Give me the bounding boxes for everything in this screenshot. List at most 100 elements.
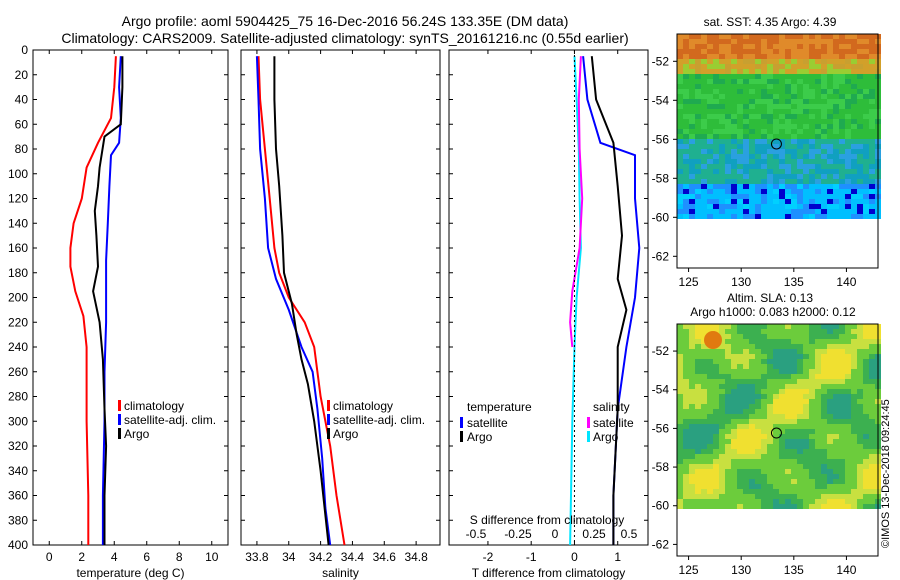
heatmap-cell (839, 414, 845, 419)
heatmap-cell (869, 489, 875, 494)
heatmap-cell (683, 384, 689, 389)
y-tick-label: -58 (652, 460, 670, 474)
heatmap-cell (863, 359, 869, 364)
heatmap-cell (767, 334, 773, 339)
heatmap-cell (725, 404, 731, 409)
heatmap-cell (833, 344, 839, 349)
y-tick-label: 60 (15, 117, 29, 131)
heatmap-cell (797, 384, 803, 389)
series-line-s-satellite (569, 56, 582, 546)
heatmap-cell (695, 459, 701, 464)
heatmap-cell (725, 474, 731, 479)
heatmap-cell (797, 194, 803, 199)
heatmap-cell (815, 89, 821, 94)
heatmap-cell (713, 484, 719, 489)
heatmap-cell (731, 344, 737, 349)
heatmap-cell (725, 174, 731, 179)
heatmap-cell (707, 479, 713, 484)
heatmap-cell (695, 369, 701, 374)
heatmap-cell (869, 89, 875, 94)
heatmap-cell (869, 104, 875, 109)
heatmap-cell (803, 64, 809, 69)
heatmap-cell (701, 79, 707, 84)
heatmap-cell (851, 124, 857, 129)
y-tick-label: 140 (8, 216, 28, 230)
x-tick-label-s: 0 (552, 527, 559, 541)
heatmap-cell (719, 394, 725, 399)
heatmap-cell (797, 184, 803, 189)
heatmap-cell (857, 404, 863, 409)
heatmap-cell (785, 84, 791, 89)
heatmap-cell (749, 394, 755, 399)
heatmap-cell (809, 474, 815, 479)
heatmap-cell (845, 494, 851, 499)
legend-label: Argo (467, 430, 493, 444)
heatmap-cell (701, 469, 707, 474)
heatmap-cell (725, 429, 731, 434)
heatmap-cell (701, 119, 707, 124)
heatmap-cell (827, 179, 833, 184)
heatmap-cell (749, 359, 755, 364)
heatmap-cell (803, 419, 809, 424)
heatmap-cell (731, 429, 737, 434)
heatmap-cell (779, 429, 785, 434)
heatmap-cell (743, 159, 749, 164)
heatmap-cell (827, 464, 833, 469)
heatmap-cell (869, 169, 875, 174)
heatmap-cell (761, 154, 767, 159)
heatmap-cell (791, 399, 797, 404)
heatmap-cell (677, 364, 683, 369)
heatmap-cell (707, 499, 713, 504)
heatmap-cell (821, 189, 827, 194)
heatmap-cell (803, 129, 809, 134)
x-axis-label-s: S difference from climatology (470, 513, 625, 527)
heatmap-cell (821, 429, 827, 434)
heatmap-cell (791, 464, 797, 469)
heatmap-cell (743, 404, 749, 409)
heatmap-cell (701, 359, 707, 364)
heatmap-cell (737, 339, 743, 344)
heatmap-cell (749, 99, 755, 104)
heatmap-cell (851, 374, 857, 379)
heatmap-cell (683, 134, 689, 139)
heatmap-cell (707, 414, 713, 419)
heatmap-cell (737, 354, 743, 359)
heatmap-cell (707, 134, 713, 139)
heatmap-cell (791, 469, 797, 474)
heatmap-cell (713, 74, 719, 79)
heatmap-cell (731, 324, 737, 329)
heatmap-cell (785, 324, 791, 329)
heatmap-cell (863, 114, 869, 119)
heatmap-cell (857, 134, 863, 139)
heatmap-cell (869, 409, 875, 414)
heatmap-cell (869, 324, 875, 329)
heatmap-cell (701, 34, 707, 39)
heatmap-cell (695, 109, 701, 114)
heatmap-cell (713, 174, 719, 179)
heatmap-cell (779, 464, 785, 469)
heatmap-cell (839, 479, 845, 484)
heatmap-cell (791, 69, 797, 74)
heatmap-cell (815, 324, 821, 329)
heatmap-cell (803, 374, 809, 379)
heatmap-cell (677, 79, 683, 84)
heatmap-cell (863, 119, 869, 124)
heatmap-cell (713, 59, 719, 64)
heatmap-cell (689, 169, 695, 174)
heatmap-cell (677, 334, 683, 339)
heatmap-cell (821, 339, 827, 344)
heatmap-cell (863, 484, 869, 489)
heatmap-cell (761, 179, 767, 184)
heatmap-cell (797, 169, 803, 174)
heatmap-cell (725, 59, 731, 64)
heatmap-cell (749, 434, 755, 439)
heatmap-cell (755, 94, 761, 99)
heatmap-cell (821, 404, 827, 409)
legend-swatch (460, 417, 463, 428)
heatmap-cell (779, 374, 785, 379)
heatmap-cell (785, 64, 791, 69)
heatmap-cell (683, 354, 689, 359)
heatmap-cell (773, 334, 779, 339)
heatmap-cell (773, 439, 779, 444)
heatmap-cell (731, 444, 737, 449)
